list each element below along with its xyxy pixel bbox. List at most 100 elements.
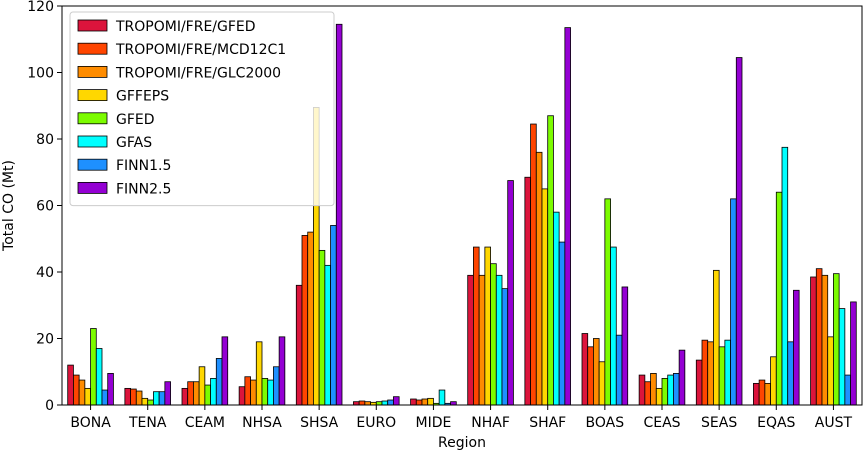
bar-shsa-series-7	[335, 23, 343, 406]
x-tick-label-aust: AUST	[815, 415, 853, 431]
legend-label: GFFEPS	[116, 89, 169, 105]
bar-ceam-series-6	[215, 358, 223, 406]
bar-boas-series-1	[587, 346, 594, 406]
bar-eqas-series-1	[758, 379, 766, 406]
bar-seas-series-2	[707, 341, 714, 406]
bar-ceam-series-4	[204, 384, 211, 406]
bar-shaf-series-4	[547, 115, 554, 406]
x-tick-label-nhaf: NHAF	[471, 415, 510, 431]
y-axis-label: Total CO (Mt)	[1, 160, 17, 252]
legend-swatch	[77, 181, 108, 194]
bar-boas-series-2	[593, 338, 600, 406]
bar-shaf-series-5	[553, 211, 560, 406]
bar-tena-series-1	[130, 388, 137, 406]
legend-swatch	[77, 135, 108, 148]
x-axis-label: Region	[438, 435, 486, 450]
bar-mide-series-1	[415, 399, 423, 406]
bar-boas-series-6	[615, 334, 623, 406]
bar-eqas-series-7	[793, 289, 800, 406]
bar-bona-series-1	[73, 374, 80, 406]
legend-label: TROPOMI/FRE/GLC2000	[115, 65, 281, 81]
bar-euro-series-1	[358, 400, 366, 406]
bar-shsa-series-0	[295, 284, 303, 406]
y-tick-label: 100	[27, 66, 54, 82]
bar-aust-series-0	[810, 276, 817, 406]
bar-nhaf-series-6	[501, 288, 509, 406]
bar-euro-series-5	[381, 400, 389, 406]
bar-aust-series-2	[821, 274, 829, 406]
bar-ceam-series-1	[187, 381, 194, 406]
bar-aust-series-4	[833, 273, 840, 406]
legend-label: FINN2.5	[116, 181, 171, 197]
x-tick-label-mide: MIDE	[416, 415, 452, 431]
x-tick-label-bona: BONA	[70, 415, 111, 431]
bar-bona-series-2	[78, 379, 86, 406]
bar-nhaf-series-7	[507, 180, 514, 406]
bar-eqas-series-5	[781, 146, 789, 406]
x-tick-label-seas: SEAS	[701, 415, 737, 431]
legend: TROPOMI/FRE/GFED TROPOMI/FRE/MCD12C1 TROPO…	[69, 11, 335, 207]
bar-ceam-series-3	[198, 366, 206, 406]
legend-label: GFED	[116, 112, 155, 128]
legend-label: FINN1.5	[116, 158, 171, 174]
legend-swatch	[77, 89, 108, 101]
bar-ceas-series-0	[638, 374, 646, 406]
legend-label: TROPOMI/FRE/GFED	[115, 19, 256, 35]
bar-seas-series-1	[701, 339, 709, 406]
bar-ceam-series-7	[221, 336, 229, 406]
bar-nhaf-series-2	[478, 274, 486, 406]
bar-eqas-series-4	[775, 191, 783, 406]
bar-tena-series-6	[158, 391, 166, 406]
bar-shaf-series-0	[524, 176, 531, 406]
bar-aust-series-5	[838, 308, 846, 406]
bar-shaf-series-3	[541, 188, 549, 406]
legend-swatch	[77, 42, 108, 55]
x-tick-label-shaf: SHAF	[529, 415, 566, 431]
bar-shsa-series-1	[301, 235, 309, 406]
legend-swatch	[77, 112, 108, 125]
y-tick-label: 60	[36, 199, 54, 215]
bar-nhaf-series-0	[467, 274, 474, 406]
bar-seas-series-6	[730, 198, 737, 406]
bar-nhsa-series-0	[238, 386, 246, 406]
bar-nhsa-series-4	[261, 377, 269, 406]
bars-layer	[67, 23, 857, 406]
x-tick-label-ceam: CEAM	[185, 415, 225, 431]
bar-ceas-series-6	[673, 373, 680, 406]
bar-boas-series-7	[621, 286, 629, 406]
bar-shaf-series-2	[535, 151, 543, 406]
bar-nhaf-series-3	[484, 246, 491, 406]
bar-eqas-series-6	[787, 341, 794, 406]
bar-seas-series-3	[713, 269, 720, 406]
y-tick-label: 0	[45, 398, 54, 414]
bar-nhsa-series-7	[278, 336, 286, 406]
bar-tena-series-4	[147, 399, 154, 406]
bar-boas-series-5	[610, 246, 617, 406]
bar-boas-series-0	[581, 333, 589, 406]
bar-bona-series-0	[67, 364, 74, 406]
bar-nhaf-series-5	[495, 274, 503, 406]
bar-shaf-series-7	[564, 27, 571, 406]
x-tick-label-shsa: SHSA	[300, 415, 339, 431]
bar-shaf-series-1	[530, 123, 537, 406]
bar-tena-series-0	[124, 387, 131, 406]
bar-nhaf-series-4	[490, 263, 497, 406]
bar-euro-series-6	[387, 399, 394, 406]
bar-shsa-series-4	[318, 249, 326, 406]
bar-aust-series-3	[827, 336, 834, 406]
x-tick-label-ceas: CEAS	[643, 415, 680, 431]
y-tick-label: 20	[36, 332, 54, 348]
bar-ceas-series-2	[650, 373, 657, 406]
bar-ceas-series-1	[644, 381, 651, 406]
bar-aust-series-1	[815, 268, 823, 406]
x-axis: BONA TENA CEAM NHSA SHSA EURO MIDE NHAF SHAF BOAS…	[70, 405, 853, 431]
x-tick-label-eqas: EQAS	[757, 415, 795, 431]
bar-seas-series-0	[695, 359, 703, 406]
bar-ceam-series-2	[193, 381, 200, 406]
bar-tena-series-3	[141, 397, 149, 406]
bar-nhsa-series-3	[255, 341, 263, 406]
legend-box	[69, 11, 335, 207]
bar-ceas-series-5	[667, 374, 674, 406]
bar-aust-series-7	[850, 301, 857, 406]
